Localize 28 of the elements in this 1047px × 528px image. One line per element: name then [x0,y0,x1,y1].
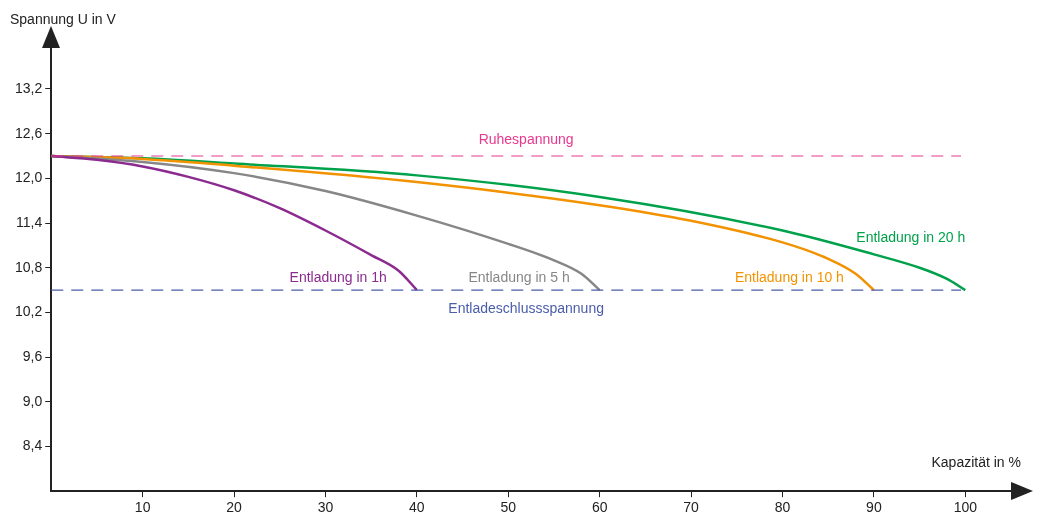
x-tick-label: 20 [226,499,243,516]
line-series [51,154,419,292]
x-tick-label: 50 [500,499,517,516]
x-tick-label: 10 [134,499,151,516]
x-tick-label: 40 [409,499,425,516]
series-label: Entladung in 5 h [468,269,570,286]
y-tick-label: 9,6 [22,347,43,364]
series-label: Entladung in 10 h [734,269,844,286]
x-tick-label: 60 [591,499,608,516]
y-tick-label: 11,4 [16,213,43,230]
x-axis-title: Kapazität in % [931,454,1021,471]
x-tick-label: 70 [683,499,700,516]
y-tick-label: 8,4 [22,437,43,454]
x-tick-label: 90 [866,499,882,516]
ref-line-label: Ruhespannung [478,131,574,148]
series-label: Entladung in 1h [289,269,387,286]
x-tick-label: 80 [774,499,791,516]
y-tick-label: 9,0 [22,392,43,409]
series-label: Entladung in 20 h [856,228,966,245]
y-tick-label: 10,8 [15,258,43,275]
ref-line-label: Entladeschlussspannung [448,300,604,317]
y-tick-label: 12,6 [15,124,43,141]
y-tick-label: 10,2 [15,303,43,320]
y-tick-label: 13,2 [15,79,43,96]
x-tick-label: 100 [953,499,978,516]
y-axis-title: Spannung U in V [10,11,117,27]
y-tick-label: 12,0 [15,169,43,186]
x-tick-label: 30 [317,499,334,516]
